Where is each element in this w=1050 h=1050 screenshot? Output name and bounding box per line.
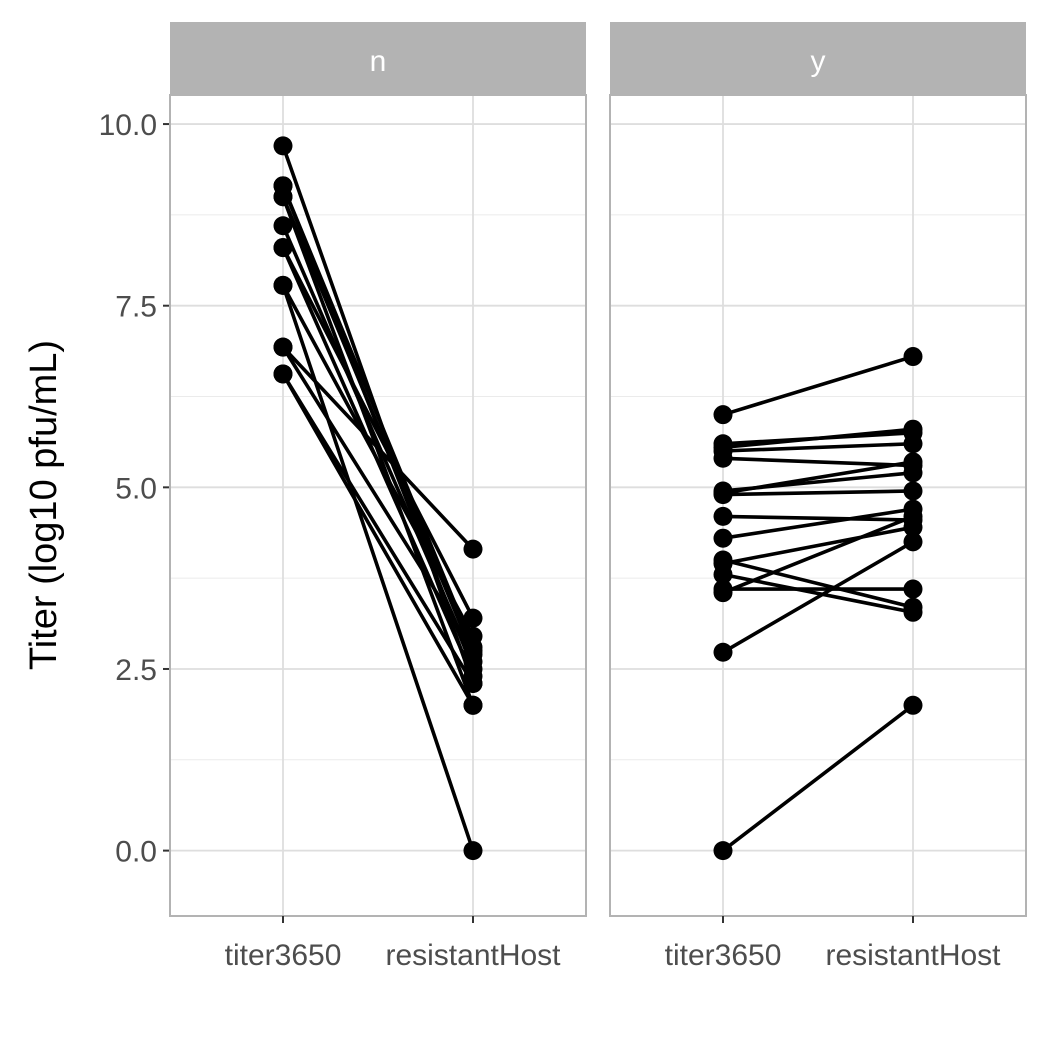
series-line — [721, 514, 915, 595]
y-tick-label: 2.5 — [115, 654, 157, 687]
data-point-titer3650 — [713, 448, 733, 468]
panel-border — [609, 94, 1027, 917]
data-point-titer3650 — [713, 642, 733, 662]
series-line — [721, 525, 915, 566]
data-point-resistantHost — [463, 608, 483, 628]
series-line — [721, 507, 915, 540]
series-line — [281, 223, 475, 664]
data-point-resistantHost — [903, 481, 923, 501]
series-line — [721, 460, 915, 495]
series-line — [281, 345, 475, 551]
data-point-resistantHost — [903, 532, 923, 552]
data-point-resistantHost — [463, 674, 483, 694]
series-line — [281, 345, 475, 653]
series-line — [721, 441, 915, 453]
y-tick-label: 10.0 — [99, 109, 157, 142]
y-tick-label: 5.0 — [115, 472, 157, 505]
data-point-titer3650 — [713, 405, 733, 425]
data-point-titer3650 — [273, 238, 293, 258]
data-point-resistantHost — [903, 419, 923, 439]
data-point-resistantHost — [463, 695, 483, 715]
series-line — [281, 194, 475, 708]
x-tick-label: resistantHost — [825, 939, 1001, 972]
series-line — [721, 558, 915, 610]
series-line — [721, 354, 915, 417]
x-tick-label: titer3650 — [225, 939, 342, 972]
data-point-titer3650 — [273, 216, 293, 236]
data-point-resistantHost — [903, 347, 923, 367]
data-point-resistantHost — [903, 602, 923, 622]
panel-background — [170, 95, 586, 916]
data-point-resistantHost — [463, 626, 483, 646]
series-line — [721, 427, 915, 450]
series-line — [281, 245, 475, 620]
y-axis-ticks: 0.0 2.5 5.0 7.5 10.0 — [99, 109, 170, 869]
facet-strip-label: y — [811, 45, 826, 78]
series-line — [281, 283, 475, 639]
facet-panel-y: y titer3650 resistantHost — [609, 22, 1027, 972]
data-point-titer3650 — [273, 136, 293, 156]
series-line — [721, 489, 915, 497]
x-tick-label: titer3650 — [665, 939, 782, 972]
data-point-resistantHost — [903, 695, 923, 715]
series-line — [721, 514, 915, 522]
data-point-resistantHost — [903, 506, 923, 526]
data-point-resistantHost — [463, 539, 483, 559]
panel-background — [610, 95, 1026, 916]
data-point-titer3650 — [273, 364, 293, 384]
y-tick-label: 7.5 — [115, 291, 157, 324]
y-tick-label: 0.0 — [115, 836, 157, 869]
series-line — [281, 184, 475, 649]
data-point-titer3650 — [713, 506, 733, 526]
facet-strip — [610, 22, 1026, 95]
data-point-resistantHost — [903, 434, 923, 454]
data-point-resistantHost — [463, 841, 483, 861]
facet-strip-label: n — [370, 45, 387, 78]
facet-strip — [170, 22, 586, 95]
data-point-titer3650 — [713, 841, 733, 861]
series-line — [281, 372, 475, 686]
data-point-resistantHost — [903, 452, 923, 472]
data-point-titer3650 — [713, 565, 733, 585]
data-point-resistantHost — [903, 579, 923, 599]
data-point-titer3650 — [273, 337, 293, 357]
x-tick-label: resistantHost — [385, 939, 561, 972]
series-line — [721, 456, 915, 468]
series-line — [721, 703, 915, 853]
data-point-resistantHost — [463, 641, 483, 661]
panel-border — [169, 94, 587, 917]
y-axis-title: Titer (log10 pfu/mL) — [23, 340, 65, 670]
data-point-titer3650 — [713, 485, 733, 505]
data-point-titer3650 — [273, 187, 293, 207]
series-line — [281, 372, 475, 708]
data-point-titer3650 — [713, 528, 733, 548]
facet-panel-n: n titer3650 resistantHost — [169, 22, 587, 972]
data-point-titer3650 — [273, 275, 293, 295]
data-point-titer3650 — [713, 583, 733, 603]
series-line — [721, 540, 915, 655]
